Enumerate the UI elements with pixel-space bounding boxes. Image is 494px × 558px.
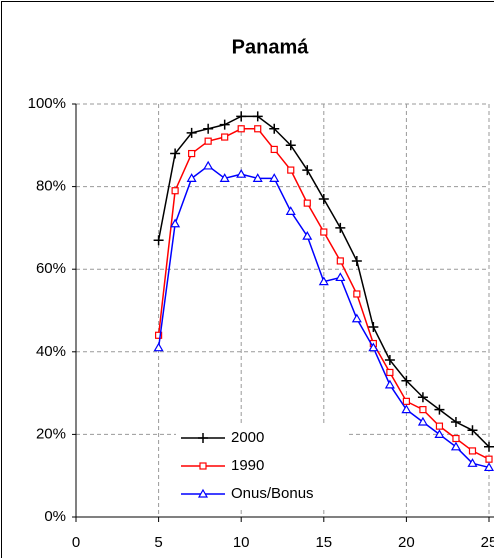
marker xyxy=(435,422,444,430)
marker xyxy=(484,441,494,452)
marker xyxy=(188,149,196,158)
marker xyxy=(171,187,179,195)
y-tick-label: 20% xyxy=(36,425,66,442)
marker xyxy=(219,119,230,130)
marker xyxy=(485,455,493,463)
marker xyxy=(351,313,362,323)
marker xyxy=(197,488,209,498)
marker xyxy=(353,290,361,298)
marker xyxy=(419,406,427,414)
marker xyxy=(287,166,295,174)
marker xyxy=(155,331,163,339)
marker xyxy=(285,140,296,151)
marker xyxy=(198,433,208,443)
y-tick-label: 80% xyxy=(36,178,66,195)
legend-label: 2000 xyxy=(231,429,264,446)
marker xyxy=(237,125,245,133)
marker xyxy=(368,342,379,352)
marker xyxy=(368,322,379,333)
y-tick-label: 0% xyxy=(44,508,66,525)
marker xyxy=(153,342,164,352)
x-tick-label: 5 xyxy=(154,534,162,551)
marker xyxy=(450,417,461,428)
marker xyxy=(269,173,280,182)
marker xyxy=(483,462,494,472)
marker xyxy=(199,462,207,470)
marker xyxy=(254,125,262,133)
marker xyxy=(335,222,346,233)
marker xyxy=(318,193,329,204)
y-tick-label: 40% xyxy=(36,343,66,360)
x-tick-label: 15 xyxy=(315,534,332,551)
marker xyxy=(303,199,311,207)
marker xyxy=(203,160,214,170)
marker xyxy=(450,441,461,451)
marker xyxy=(467,425,478,436)
marker xyxy=(318,276,329,286)
legend-label: Onus/Bonus xyxy=(231,485,314,502)
chart-title: Panamá xyxy=(232,36,310,58)
marker xyxy=(467,458,478,467)
marker xyxy=(270,145,278,154)
legend-label: 1990 xyxy=(231,457,264,474)
marker xyxy=(386,368,394,377)
marker xyxy=(186,127,197,138)
marker xyxy=(170,218,181,228)
marker xyxy=(468,447,477,455)
marker xyxy=(285,206,296,215)
marker xyxy=(236,111,247,122)
marker xyxy=(335,272,346,282)
marker xyxy=(269,123,280,134)
marker xyxy=(434,429,445,438)
y-tick-label: 100% xyxy=(28,95,66,112)
marker xyxy=(402,397,410,405)
marker xyxy=(236,169,247,178)
marker xyxy=(351,255,362,266)
marker xyxy=(203,123,214,134)
marker xyxy=(384,355,395,366)
y-tick-label: 60% xyxy=(36,260,66,277)
marker xyxy=(186,173,197,182)
marker xyxy=(401,375,412,386)
x-tick-label: 20 xyxy=(398,534,415,551)
marker xyxy=(252,173,263,182)
marker xyxy=(221,133,229,141)
marker xyxy=(384,379,395,389)
x-tick-label: 25 xyxy=(481,534,494,551)
marker xyxy=(452,434,460,443)
x-tick-label: 0 xyxy=(72,534,80,551)
x-tick-label: 10 xyxy=(233,534,250,551)
marker xyxy=(401,404,412,414)
marker xyxy=(204,137,212,145)
marker xyxy=(302,165,313,176)
marker xyxy=(302,230,313,240)
marker xyxy=(219,173,230,182)
marker xyxy=(434,404,445,415)
marker xyxy=(153,235,164,246)
marker xyxy=(336,257,344,265)
marker xyxy=(170,148,181,159)
marker xyxy=(417,392,428,403)
marker xyxy=(417,416,428,426)
marker xyxy=(320,228,328,236)
marker xyxy=(252,111,263,122)
